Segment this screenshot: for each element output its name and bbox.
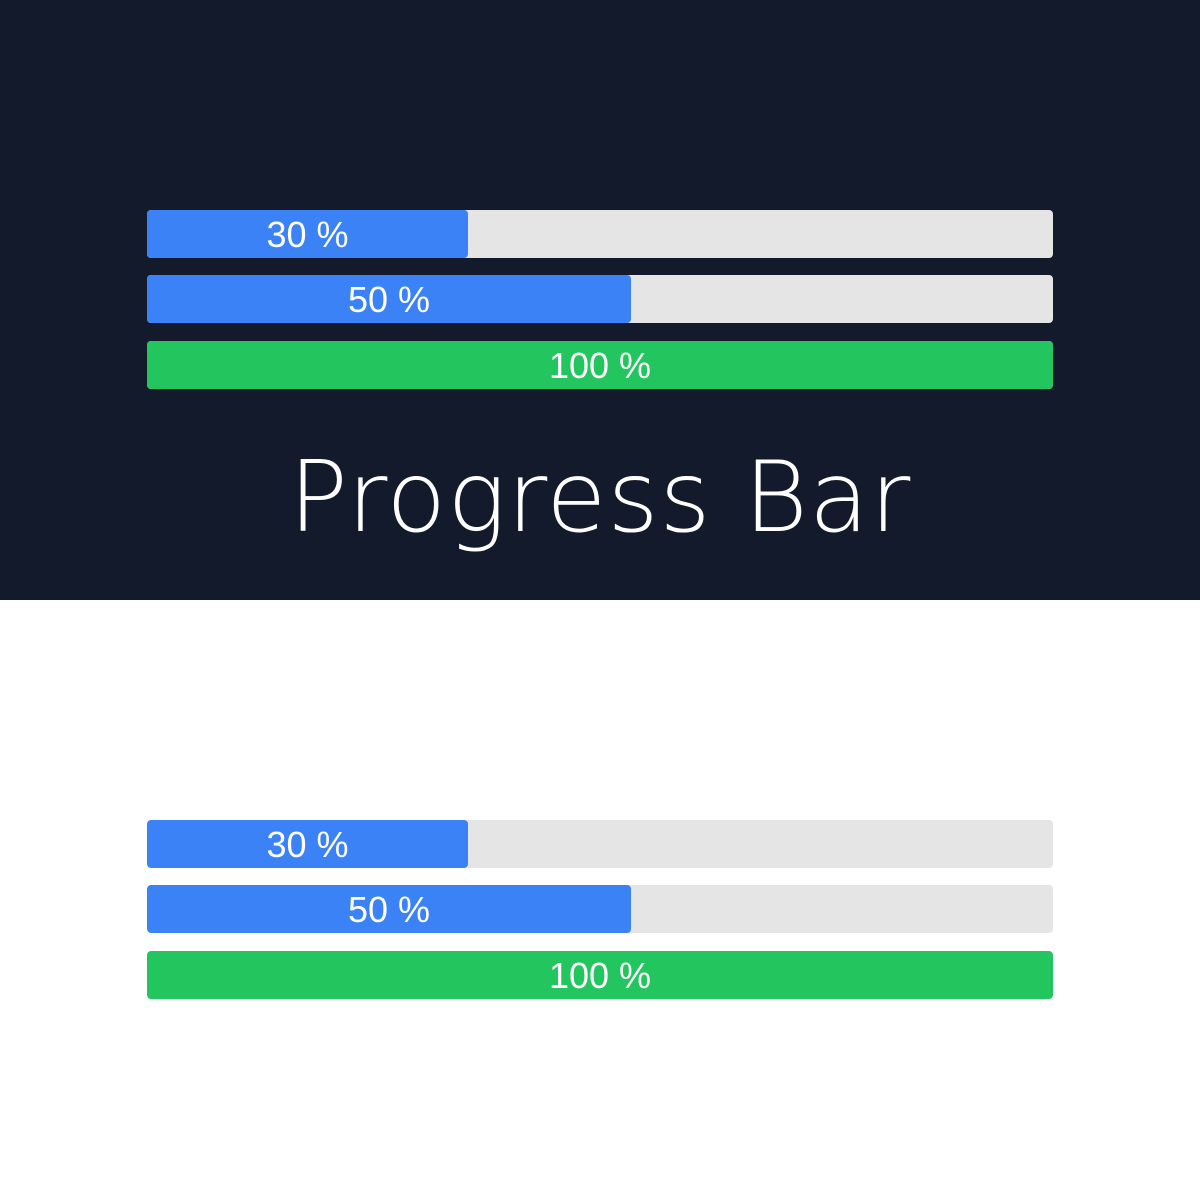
dark-panel: 30 % 50 % 100 % Progress Bar xyxy=(0,0,1200,600)
progress-fill: 30 % xyxy=(147,210,468,258)
progress-label: 30 % xyxy=(266,824,349,865)
progress-fill: 50 % xyxy=(147,885,631,933)
progress-label: 100 % xyxy=(548,345,652,386)
progress-bar-50: 50 % xyxy=(147,275,1053,323)
progress-bar-30: 30 % xyxy=(147,210,1053,258)
progress-label: 50 % xyxy=(347,279,431,320)
progress-bar-30: 30 % xyxy=(147,820,1053,868)
progress-bar-50: 50 % xyxy=(147,885,1053,933)
page-title: Progress Bar xyxy=(288,441,912,555)
progress-label: 100 % xyxy=(548,955,652,996)
progress-bar-100: 100 % xyxy=(147,951,1053,999)
progress-fill: 100 % xyxy=(147,951,1053,999)
progress-fill: 30 % xyxy=(147,820,468,868)
light-panel: 30 % 50 % 100 % xyxy=(0,600,1200,1200)
progress-fill: 100 % xyxy=(147,341,1053,389)
progress-fill: 50 % xyxy=(147,275,631,323)
progress-label: 30 % xyxy=(266,214,349,255)
progress-bar-100: 100 % xyxy=(147,341,1053,389)
progress-label: 50 % xyxy=(347,889,431,930)
